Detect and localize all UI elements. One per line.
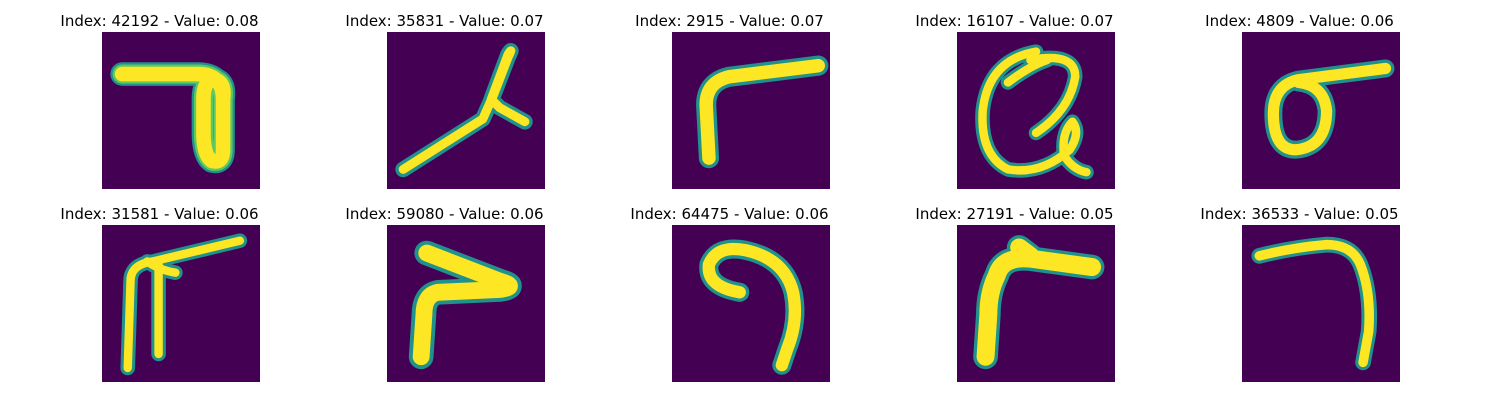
panel-10: Index: 36533 - Value: 0.05 [1157, 205, 1442, 395]
panel-8: Index: 64475 - Value: 0.06 [587, 205, 872, 395]
panel-title: Index: 4809 - Value: 0.06 [1205, 12, 1394, 30]
glyph-drawing [110, 62, 236, 174]
panel-4: Index: 16107 - Value: 0.07 [872, 12, 1157, 202]
panel-title: Index: 16107 - Value: 0.07 [915, 12, 1114, 30]
glyph-drawing [1264, 59, 1395, 159]
glyph-drawing [973, 235, 1105, 370]
panel-5: Index: 4809 - Value: 0.06 [1157, 12, 1442, 202]
glyph-drawing [1251, 236, 1378, 371]
panel-title: Index: 27191 - Value: 0.05 [915, 205, 1114, 223]
panel-title: Index: 64475 - Value: 0.06 [630, 205, 829, 223]
panel-3: Index: 2915 - Value: 0.07 [587, 12, 872, 202]
glyph-drawing [696, 55, 829, 169]
glyph-image [672, 225, 830, 382]
glyph-image [1242, 32, 1400, 189]
glyph-image [102, 32, 260, 189]
panel-title: Index: 36533 - Value: 0.05 [1200, 205, 1399, 223]
panel-6: Index: 31581 - Value: 0.06 [17, 205, 302, 395]
panel-2: Index: 35831 - Value: 0.07 [302, 12, 587, 202]
glyph-drawing [699, 239, 805, 375]
glyph-image [957, 32, 1115, 189]
glyph-drawing [408, 240, 522, 370]
glyph-image [102, 225, 260, 382]
panel-9: Index: 27191 - Value: 0.05 [872, 205, 1157, 395]
panel-title: Index: 59080 - Value: 0.06 [345, 205, 544, 223]
glyph-drawing [975, 44, 1094, 180]
panel-title: Index: 2915 - Value: 0.07 [635, 12, 824, 30]
glyph-image [387, 225, 545, 382]
panel-title: Index: 31581 - Value: 0.06 [60, 205, 259, 223]
panel-title: Index: 35831 - Value: 0.07 [345, 12, 544, 30]
glyph-image [1242, 225, 1400, 382]
glyph-drawing [120, 233, 248, 376]
glyph-image [957, 225, 1115, 382]
panel-7: Index: 59080 - Value: 0.06 [302, 205, 587, 395]
glyph-drawing [395, 43, 533, 178]
panel-title: Index: 42192 - Value: 0.08 [60, 12, 259, 30]
glyph-image [387, 32, 545, 189]
panel-1: Index: 42192 - Value: 0.08 [17, 12, 302, 202]
glyph-image [672, 32, 830, 189]
